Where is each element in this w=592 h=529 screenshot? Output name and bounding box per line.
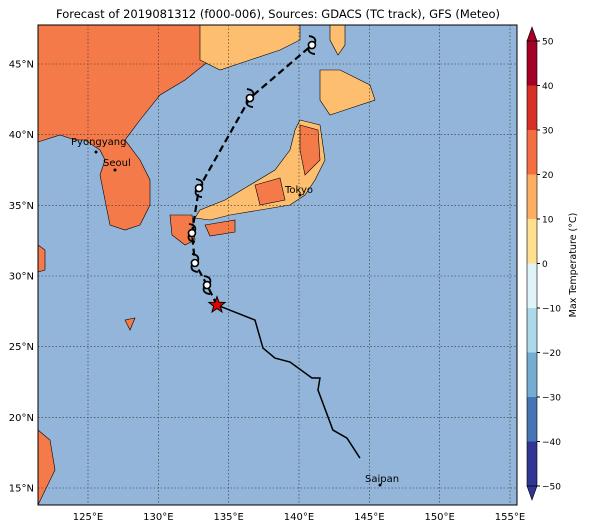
colorbar-extend [526, 26, 538, 42]
colorbar-bin [527, 219, 537, 264]
storm-eye [190, 258, 200, 268]
storm-eye [202, 280, 212, 290]
colorbar-tick-label: −30 [542, 394, 561, 404]
lat-tick-label: 35°N [9, 201, 34, 212]
lat-tick-label: 15°N [9, 484, 34, 495]
lat-tick-label: 25°N [9, 342, 34, 353]
map-frame [37, 24, 518, 506]
colorbar-tick-label: 30 [542, 127, 554, 137]
colorbar-tick-label: −50 [542, 483, 561, 493]
lon-tick-label: 135°E [213, 512, 243, 523]
colorbar-extend [526, 485, 538, 501]
lat-tick-label: 40°N [9, 130, 34, 141]
cities: Pyongyang Seoul Tokyo Saipan [71, 137, 399, 487]
city-label: Saipan [365, 474, 399, 485]
city-label: Pyongyang [71, 137, 126, 148]
lon-tick-label: 145°E [354, 512, 384, 523]
colorbar-bin [527, 441, 537, 486]
land [37, 24, 376, 506]
colorbar-tick-label: 50 [542, 38, 554, 48]
city-dot [113, 168, 117, 172]
lat-tick-label: 45°N [9, 60, 34, 71]
lat-tick-label: 30°N [9, 272, 34, 283]
city-dot [378, 483, 382, 487]
city-dot [94, 150, 98, 154]
storm-symbol [245, 88, 255, 108]
colorbar-bin [527, 352, 537, 397]
colorbar-tick-label: 10 [542, 216, 554, 226]
track-line [216, 304, 361, 459]
storm-symbol [194, 178, 204, 198]
storm-position [207, 295, 227, 314]
colorbar-bin [527, 308, 537, 353]
colorbar-tick-label: −20 [542, 349, 561, 359]
city-dot [298, 193, 302, 197]
colorbar-tick-label: −10 [542, 305, 561, 315]
lon-tick-label: 125°E [73, 512, 103, 523]
storm-eye [307, 40, 317, 50]
lon-tick-label: 155°E [495, 512, 525, 523]
colorbar-bin [527, 397, 537, 442]
lat-tick-label: 20°N [9, 413, 34, 424]
colorbar-bin [527, 85, 537, 130]
colorbar-bin [527, 41, 537, 86]
colorbar-bin [527, 174, 537, 219]
lon-tick-label: 150°E [424, 512, 454, 523]
storm-symbol [190, 253, 200, 273]
colorbar-tick-label: −40 [542, 438, 561, 448]
lon-tick-label: 140°E [284, 512, 314, 523]
lon-tick-label: 130°E [143, 512, 173, 523]
storm-eye [245, 93, 255, 103]
colorbar-bin [527, 130, 537, 175]
storm-symbol [187, 223, 197, 243]
storm-eye [187, 228, 197, 238]
storm-symbol [307, 35, 317, 55]
colorbar-tick-label: 0 [542, 260, 548, 270]
colorbar-tick-label: 20 [542, 171, 554, 181]
city-label: Seoul [103, 158, 131, 169]
city-label: Tokyo [284, 185, 313, 196]
colorbar-bin [527, 263, 537, 308]
title: Forecast of 2019081312 (f000-006), Sourc… [56, 7, 500, 21]
storm-eye [194, 183, 204, 193]
colorbar-tick-label: 40 [542, 82, 554, 92]
storm-symbol [202, 275, 212, 295]
colorbar-label: Max Temperature (°C) [568, 213, 579, 318]
